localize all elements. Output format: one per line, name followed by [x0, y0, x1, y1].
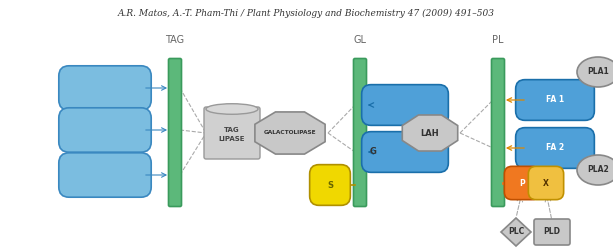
Text: TAG: TAG — [224, 127, 240, 133]
FancyBboxPatch shape — [310, 165, 351, 205]
Text: PLD: PLD — [544, 228, 560, 236]
FancyBboxPatch shape — [59, 153, 151, 197]
Text: FA 2: FA 2 — [546, 143, 564, 152]
Text: PLC: PLC — [508, 228, 524, 236]
FancyBboxPatch shape — [504, 166, 539, 200]
FancyBboxPatch shape — [534, 219, 570, 245]
FancyBboxPatch shape — [354, 58, 367, 206]
Polygon shape — [402, 115, 458, 151]
FancyBboxPatch shape — [516, 128, 595, 168]
Text: PL: PL — [492, 35, 504, 45]
Text: FA 1: FA 1 — [546, 96, 564, 105]
FancyBboxPatch shape — [362, 85, 448, 125]
FancyBboxPatch shape — [362, 132, 448, 172]
FancyBboxPatch shape — [528, 166, 563, 200]
FancyBboxPatch shape — [492, 58, 504, 206]
Polygon shape — [255, 112, 325, 154]
FancyBboxPatch shape — [59, 66, 151, 110]
Ellipse shape — [577, 155, 613, 185]
Text: GL: GL — [354, 35, 367, 45]
Text: A.R. Matos, A.-T. Pham-Thi / Plant Physiology and Biochemistry 47 (2009) 491–503: A.R. Matos, A.-T. Pham-Thi / Plant Physi… — [118, 8, 495, 18]
Text: TAG: TAG — [166, 35, 185, 45]
Text: GALACTOLIPASE: GALACTOLIPASE — [264, 131, 316, 136]
Text: G: G — [370, 147, 376, 156]
Ellipse shape — [206, 104, 258, 114]
Text: PLA1: PLA1 — [587, 68, 609, 77]
FancyBboxPatch shape — [169, 58, 181, 206]
Text: LAH: LAH — [421, 129, 440, 138]
Polygon shape — [501, 218, 531, 246]
Text: S: S — [327, 180, 333, 190]
Text: X: X — [543, 178, 549, 187]
Text: LIPASE: LIPASE — [219, 136, 245, 142]
FancyBboxPatch shape — [204, 107, 260, 159]
Text: PLA2: PLA2 — [587, 166, 609, 174]
FancyBboxPatch shape — [516, 80, 595, 120]
Text: P: P — [519, 178, 525, 187]
FancyBboxPatch shape — [59, 108, 151, 152]
Ellipse shape — [577, 57, 613, 87]
